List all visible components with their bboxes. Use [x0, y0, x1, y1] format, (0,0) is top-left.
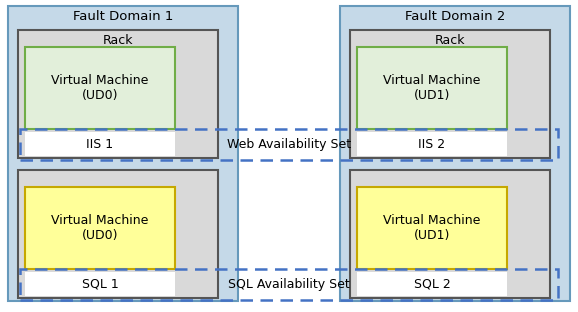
Bar: [25, 47, 175, 129]
Bar: [357, 47, 507, 129]
Bar: [340, 6, 570, 301]
Bar: [357, 187, 507, 269]
Bar: [357, 132, 507, 156]
Bar: [350, 170, 550, 298]
Bar: [357, 272, 507, 296]
Text: Web Availability Set: Web Availability Set: [227, 138, 351, 151]
Text: Virtual Machine
(UD1): Virtual Machine (UD1): [383, 214, 481, 242]
Bar: [25, 132, 175, 156]
Bar: [18, 30, 218, 158]
Text: Rack: Rack: [435, 34, 465, 47]
Text: IIS 2: IIS 2: [418, 138, 446, 150]
Text: SQL 2: SQL 2: [414, 277, 450, 290]
Bar: [350, 30, 550, 158]
Bar: [25, 272, 175, 296]
Text: SQL Availability Set: SQL Availability Set: [228, 278, 350, 291]
Bar: [18, 170, 218, 298]
Bar: [20, 269, 558, 300]
Bar: [25, 187, 175, 269]
Text: Virtual Machine
(UD0): Virtual Machine (UD0): [51, 74, 149, 102]
Text: Virtual Machine
(UD0): Virtual Machine (UD0): [51, 214, 149, 242]
Text: Fault Domain 1: Fault Domain 1: [73, 10, 173, 23]
Bar: [8, 6, 238, 301]
Text: Virtual Machine
(UD1): Virtual Machine (UD1): [383, 74, 481, 102]
Text: Rack: Rack: [103, 34, 134, 47]
Text: IIS 1: IIS 1: [87, 138, 113, 150]
Text: SQL 1: SQL 1: [81, 277, 118, 290]
Bar: [20, 129, 558, 160]
Text: Fault Domain 2: Fault Domain 2: [405, 10, 505, 23]
